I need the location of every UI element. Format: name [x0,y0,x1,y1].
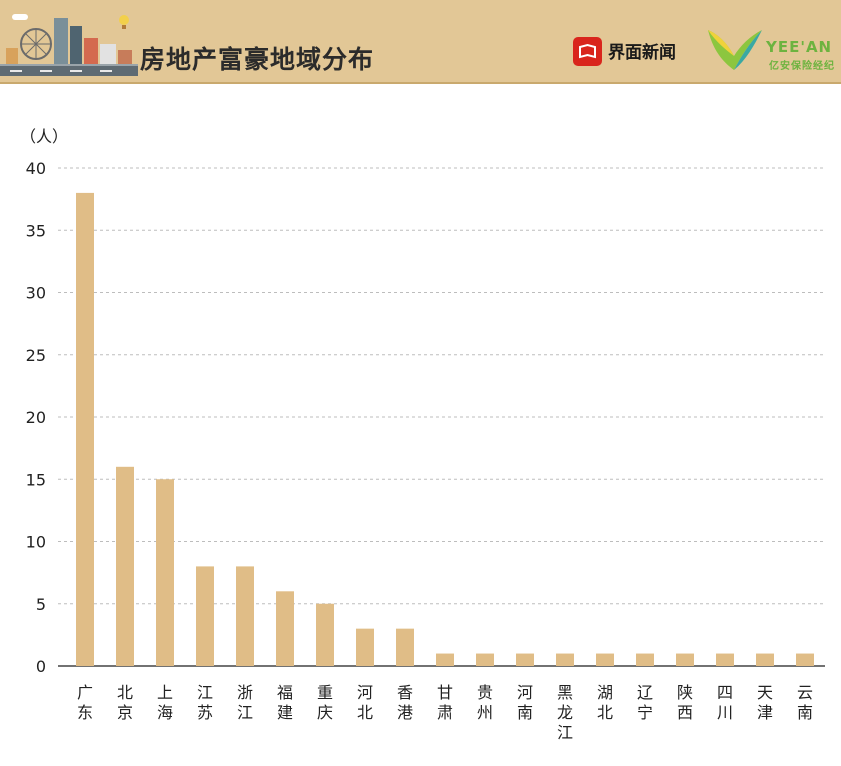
y-tick-label: 40 [26,159,46,178]
bar [436,653,454,666]
y-tick-label: 35 [26,221,46,240]
y-tick-label: 20 [26,408,46,427]
jiemian-logo-icon [573,37,602,66]
city-skyline-icon [0,14,138,76]
header-banner [0,0,841,84]
bar [556,653,574,666]
y-axis: 0 5 10 15 20 25 30 35 40 [26,159,46,676]
bar [636,653,654,666]
y-tick-label: 25 [26,346,46,365]
x-tick-label: 香港 [397,683,413,722]
x-tick-label: 四川 [717,683,733,722]
bar [716,653,734,666]
bar [276,591,294,666]
x-tick-label: 重庆 [317,683,333,722]
x-tick-label: 天津 [757,683,773,722]
partner-brand: YEE'AN [766,38,833,56]
bar [156,479,174,666]
bar [116,466,134,666]
bar [596,653,614,666]
x-tick-label: 陕西 [677,683,693,722]
bar [316,603,334,666]
bar [196,566,214,666]
y-tick-label: 0 [36,657,46,676]
y-tick-label: 30 [26,284,46,303]
x-tick-label: 福建 [277,683,293,722]
y-axis-unit: （人） [20,127,68,146]
y-tick-label: 10 [26,533,46,552]
x-tick-label: 北京 [117,683,133,722]
y-tick-label: 15 [26,470,46,489]
bar [796,653,814,666]
x-tick-label: 湖北 [597,683,613,722]
bar [516,653,534,666]
bar [356,628,374,666]
bar [396,628,414,666]
x-tick-label: 河北 [357,683,373,722]
bar [756,653,774,666]
yeean-logo-icon [708,30,762,70]
x-tick-label: 辽宁 [637,683,653,722]
y-tick-label: 5 [36,595,46,614]
bar [476,653,494,666]
x-tick-label: 河南 [517,683,533,722]
x-tick-label: 江苏 [197,683,213,722]
x-tick-label: 甘肃 [437,683,453,722]
page-title: 房地产富豪地域分布 [140,45,375,74]
bar [676,653,694,666]
partner-name: 亿安保险经纪 [769,61,835,72]
x-tick-label: 黑龙江 [557,683,573,742]
x-tick-label: 广东 [77,683,93,722]
x-tick-label: 上海 [157,683,173,722]
bar [76,192,94,666]
x-tick-label: 贵州 [477,683,493,722]
bars [76,192,814,666]
x-tick-label: 云南 [797,683,813,722]
grid-lines [58,167,825,667]
bar-chart: 0 5 10 15 20 25 30 35 40 广东北京上海江苏浙江福建重庆河北香港甘肃贵州河… [20,127,825,742]
x-tick-label: 浙江 [237,683,253,722]
publisher-name: 界面新闻 [608,43,676,63]
bar [236,566,254,666]
header-divider [0,82,841,84]
